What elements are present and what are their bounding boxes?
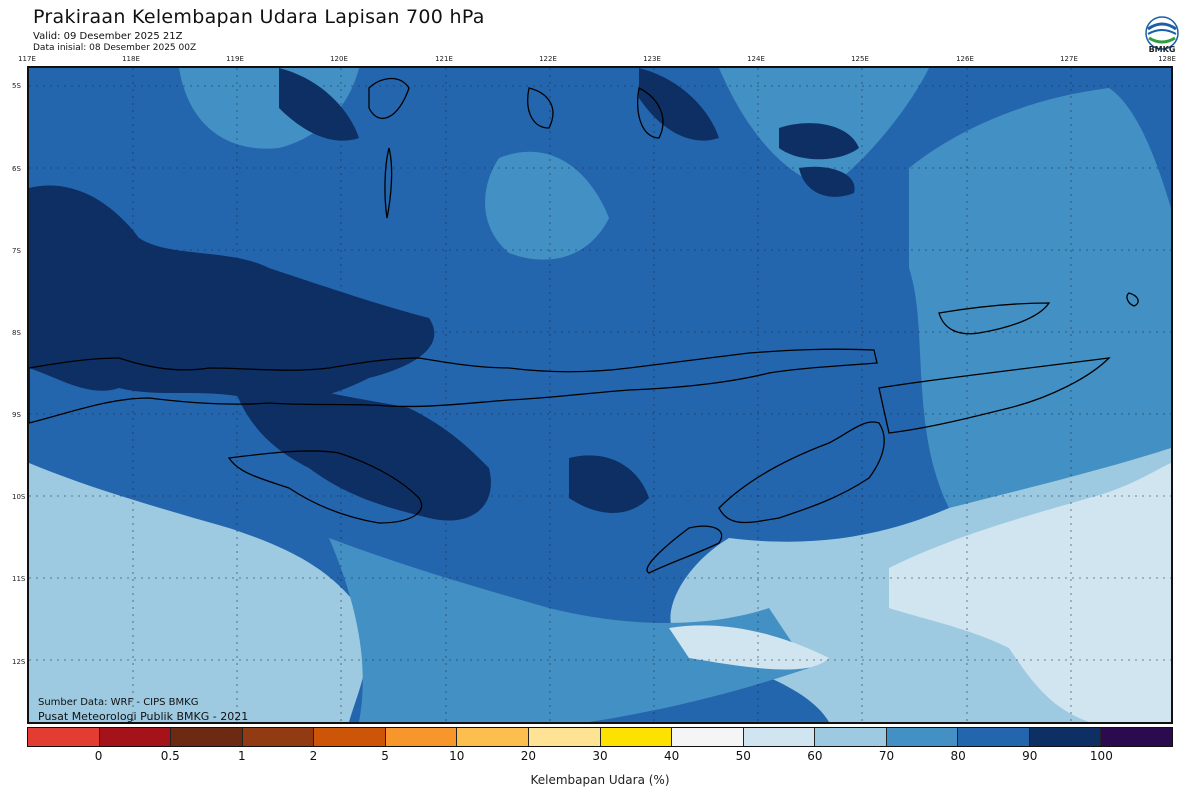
wakatobi-outline [637,87,664,139]
legend-swatch [1101,728,1172,746]
rh-95-100-north-3 [779,123,859,160]
lat-label: 8S [12,329,21,337]
lon-label: 118E [122,55,140,63]
lon-label: 121E [435,55,453,63]
legend-tick-label: 80 [950,749,966,763]
rh-60-70-se-1 [889,463,1171,722]
legend-swatch [385,728,458,746]
lon-label: 120E [330,55,348,63]
legend-tick-label: 70 [878,749,895,763]
map-title: Prakiraan Kelembapan Udara Lapisan 700 h… [33,6,485,28]
timor-outline [718,421,885,524]
logo-text: BMKG [1148,45,1176,54]
legend-swatch [958,728,1030,746]
rh-80-90-centre [485,151,609,260]
lon-label: 124E [747,55,765,63]
lon-label: 122E [539,55,557,63]
legend-swatch [242,728,315,746]
lon-label: 125E [851,55,869,63]
lon-label: 126E [956,55,974,63]
longitude-labels: 117E 118E 119E 120E 121E 122E 123E 124E … [18,55,1176,65]
rh-70-80-east [909,88,1171,508]
lat-label: 12S [12,658,26,666]
legend-swatch [600,728,673,746]
legend-tick-label: 60 [807,749,823,763]
lon-label: 119E [226,55,244,63]
legend-tick-label: 0 [94,749,103,763]
humidity-map[interactable] [27,66,1173,724]
lat-label: 9S [12,411,21,419]
lat-label: 11S [12,575,26,583]
legend-tick-label: 30 [592,749,608,763]
lat-label: 6S [12,165,21,173]
lat-label: 5S [12,82,21,90]
rh-95-100-west [29,185,435,402]
bmkg-logo [1145,16,1179,50]
legend-tick-label: 90 [1022,749,1038,763]
sumba-outline [227,450,423,524]
lombok-sumbawa-outline [29,348,878,424]
flores-sea-boundary [878,357,1111,434]
sulawesi-outline [368,77,410,120]
legend-title: Kelembapan Udara (%) [530,773,670,787]
legend-swatch [815,728,887,746]
rh-95-100-bali [229,368,491,521]
buton-outline [527,87,554,129]
lon-label: 123E [643,55,661,63]
legend-swatch [314,728,386,746]
legend-tick-label: 100 [1089,749,1113,763]
wetar-outline [938,302,1051,335]
legend-ticks: 0 0.5 1 2 5 10 20 30 40 50 60 70 80 90 100 [27,749,1173,765]
graticule [29,68,1171,722]
legend-swatch [1029,728,1102,746]
rh-80-90-south-band [329,538,809,722]
legend-swatch [528,728,601,746]
timor-south-outline [646,525,723,574]
legend-swatch [743,728,816,746]
rh-95-100-timor [569,455,649,513]
rh-95-100-north-1 [279,68,359,141]
coastlines [29,77,1139,574]
map-canvas [29,68,1171,722]
legend-swatch [171,728,243,746]
legend-swatch [457,728,529,746]
lat-label: 7S [12,247,21,255]
publisher: Pusat Meteorologi Publik BMKG - 2021 [38,710,249,723]
rh-70-80-southwest [29,463,368,722]
legend-swatch [886,728,959,746]
rh-95-100-north-4 [799,166,855,197]
lat-label: 10S [12,493,26,501]
legend-tick-label: 5 [381,749,389,763]
tanimbar-outline [1126,292,1139,307]
legend-tick-label: 1 [238,749,246,763]
data-source: Sumber Data: WRF - CIPS BMKG [38,697,199,708]
initial-time: Data inisial: 08 Desember 2025 00Z [33,43,197,53]
valid-time: Valid: 09 Desember 2025 21Z [33,31,183,42]
rh-60-70-se-2 [669,625,829,670]
color-legend [27,727,1173,747]
legend-tick-label: 2 [309,749,318,763]
lon-label: 127E [1060,55,1078,63]
legend-tick-label: 50 [735,749,751,763]
legend-tick-label: 20 [520,749,537,763]
legend-swatch [28,728,100,746]
legend-tick-label: 0.5 [160,749,180,763]
legend-tick-label: 10 [449,749,465,763]
lon-label: 117E [18,55,36,63]
legend-swatch [99,728,172,746]
legend-tick-label: 40 [663,749,680,763]
selayar-outline [384,147,393,219]
lon-label: 128E [1158,55,1176,63]
legend-swatch [672,728,744,746]
